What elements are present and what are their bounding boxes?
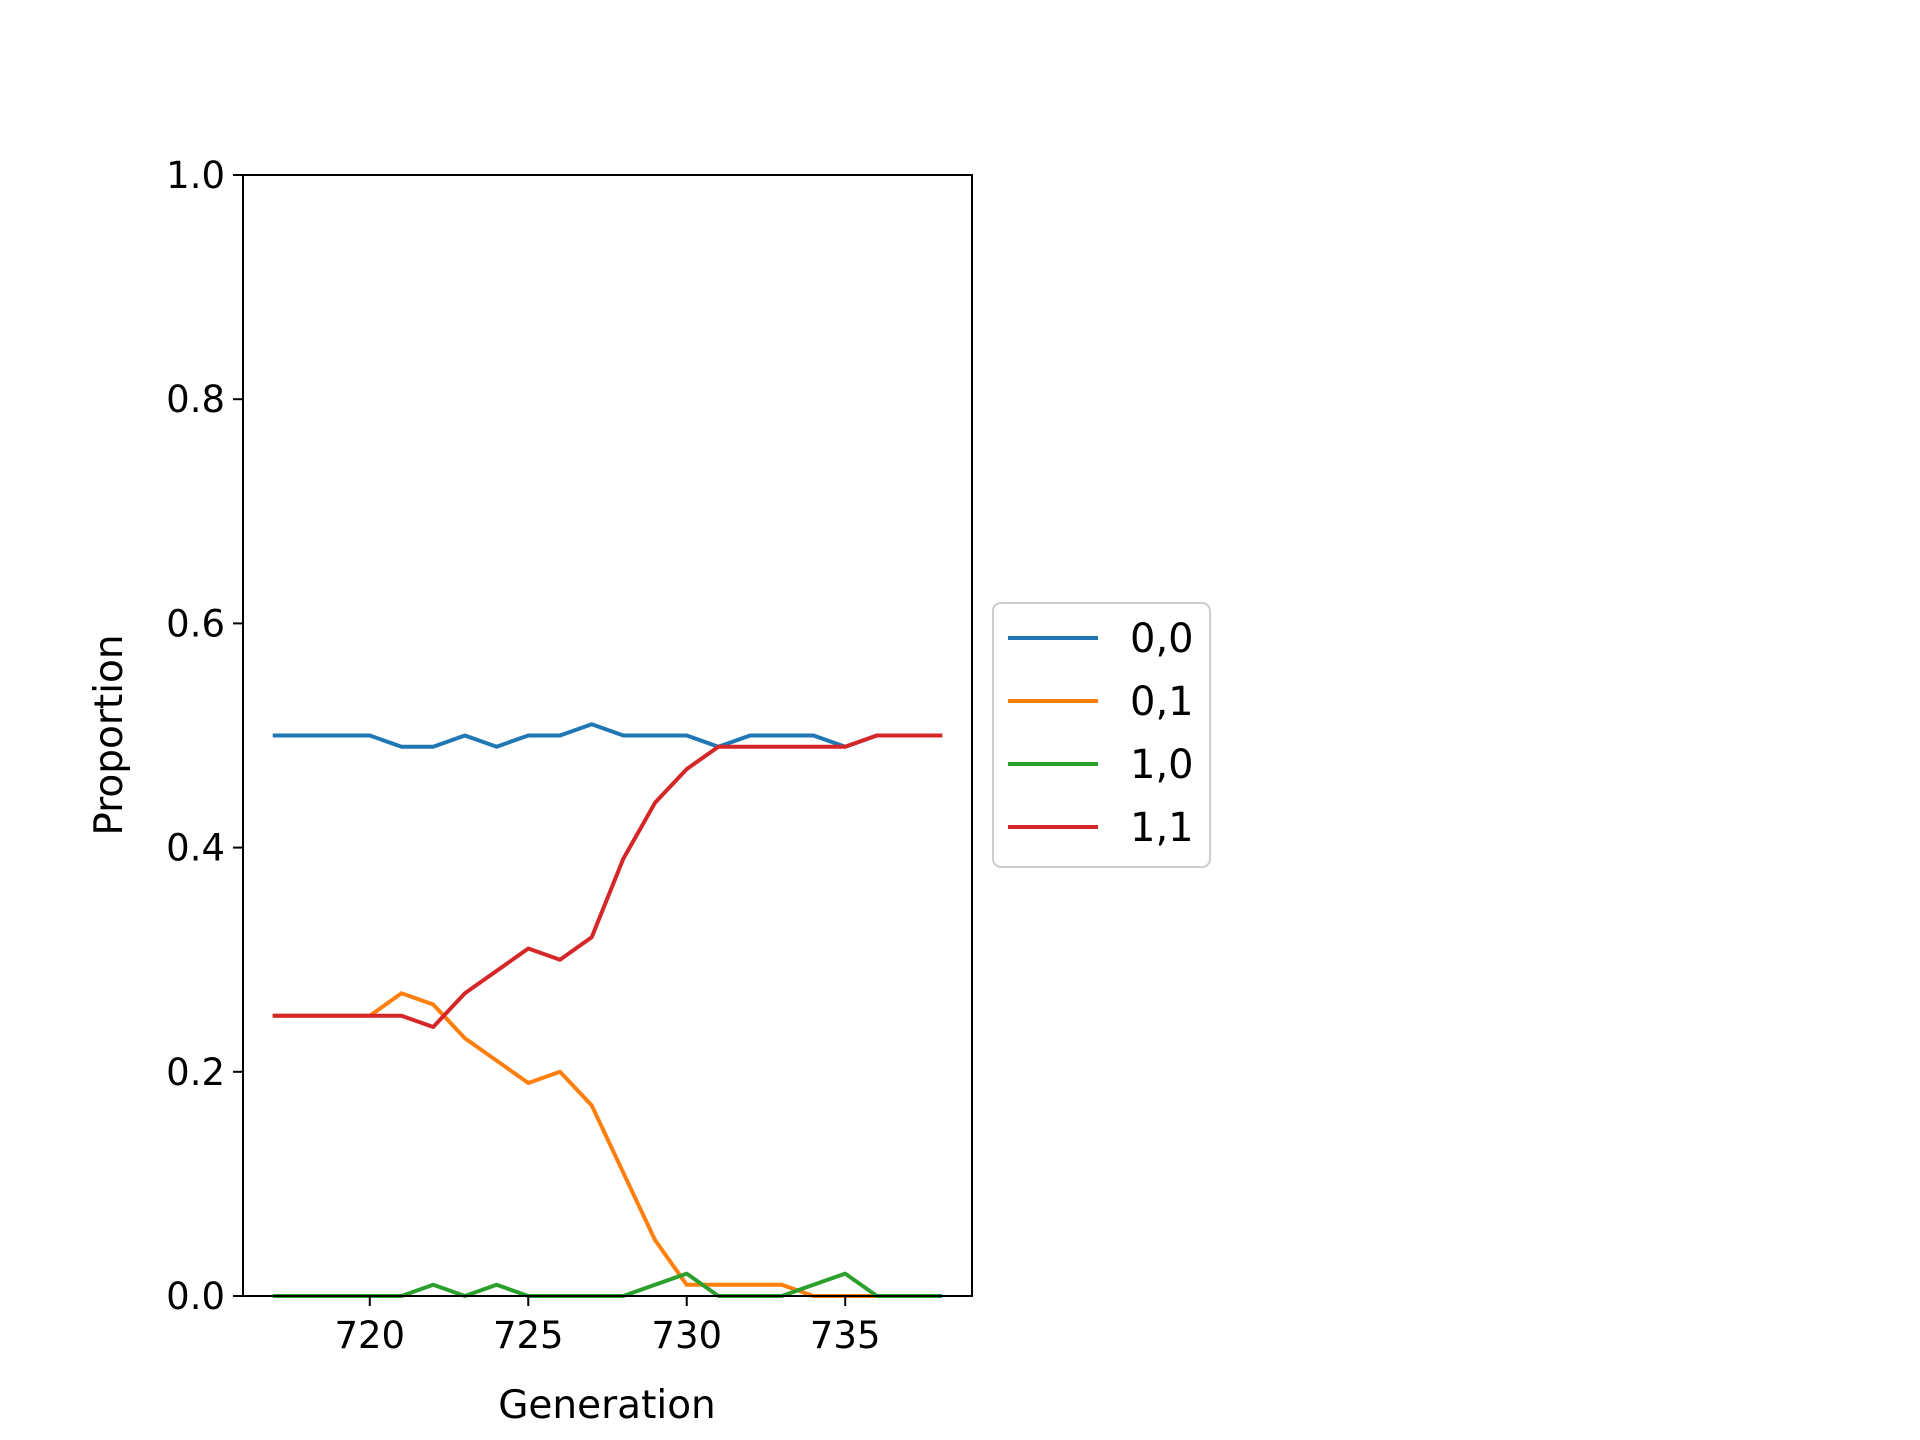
series-line-3: [272, 733, 943, 1029]
y-tick-label-2: 0.4: [166, 827, 225, 870]
legend-label-3: 1,1: [1130, 805, 1194, 851]
axes-frame: [242, 174, 973, 1297]
legend-label-0: 0,0: [1130, 616, 1194, 662]
plot-area: [242, 174, 973, 1298]
series-line-0: [272, 722, 943, 749]
y-axis: 0.0 0.2 0.4 0.6 0.8 1.0: [166, 154, 243, 1318]
legend-box: [992, 602, 1211, 868]
y-tick-label-4: 0.8: [166, 378, 225, 421]
x-tick-label-3: 735: [810, 1314, 881, 1357]
x-tick-label-1: 725: [493, 1314, 564, 1357]
y-tick-label-1: 0.2: [166, 1051, 225, 1094]
legend: 0,0 0,1 1,0 1,1: [992, 602, 1211, 868]
y-tick-label-3: 0.6: [166, 602, 225, 645]
x-axis: 720 725 730 735: [334, 1296, 881, 1357]
y-axis-label: Proportion: [87, 634, 132, 835]
x-tick-label-0: 720: [334, 1314, 405, 1357]
legend-label-2: 1,0: [1130, 742, 1194, 788]
y-tick-label-5: 1.0: [166, 154, 225, 197]
legend-label-1: 0,1: [1130, 679, 1194, 725]
y-tick-label-0: 0.0: [166, 1275, 225, 1318]
x-tick-label-2: 730: [651, 1314, 722, 1357]
x-axis-label: Generation: [498, 1383, 716, 1428]
